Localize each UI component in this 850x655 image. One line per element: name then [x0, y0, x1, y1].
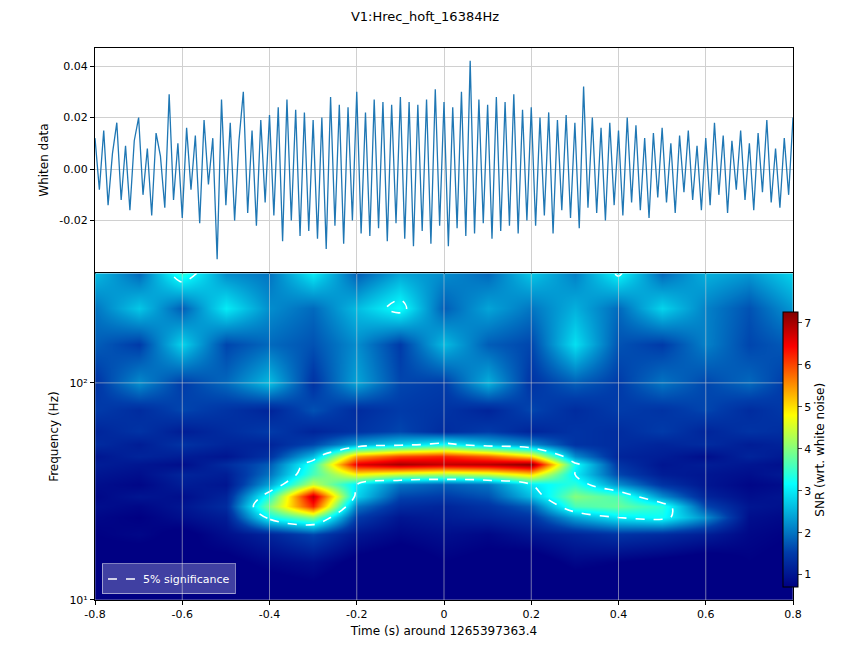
svg-text:0.8: 0.8 — [784, 608, 802, 621]
svg-text:4: 4 — [804, 443, 811, 456]
svg-text:-0.2: -0.2 — [346, 608, 367, 621]
svg-text:SNR (wrt. white noise): SNR (wrt. white noise) — [813, 383, 827, 517]
svg-text:0.4: 0.4 — [610, 608, 628, 621]
svg-text:Time (s) around 1265397363.4: Time (s) around 1265397363.4 — [350, 624, 537, 638]
svg-text:10¹: 10¹ — [69, 594, 87, 607]
svg-text:0: 0 — [441, 608, 448, 621]
svg-text:0.2: 0.2 — [523, 608, 541, 621]
svg-text:5: 5 — [804, 401, 811, 414]
svg-text:-0.02: -0.02 — [59, 214, 87, 227]
svg-text:5% significance: 5% significance — [143, 573, 229, 586]
svg-text:-0.4: -0.4 — [259, 608, 280, 621]
svg-text:-0.8: -0.8 — [84, 608, 105, 621]
svg-text:3: 3 — [804, 485, 811, 498]
svg-text:0.00: 0.00 — [63, 163, 88, 176]
svg-text:V1:Hrec_hoft_16384Hz: V1:Hrec_hoft_16384Hz — [351, 9, 499, 24]
svg-text:-0.6: -0.6 — [172, 608, 193, 621]
svg-text:2: 2 — [804, 527, 811, 540]
svg-text:0.6: 0.6 — [697, 608, 715, 621]
svg-text:7: 7 — [804, 317, 811, 330]
svg-text:1: 1 — [804, 568, 811, 581]
svg-text:0.02: 0.02 — [63, 111, 88, 124]
svg-text:10²: 10² — [69, 377, 87, 390]
svg-text:6: 6 — [804, 359, 811, 372]
svg-text:0.04: 0.04 — [63, 60, 88, 73]
svg-text:Whiten data: Whiten data — [37, 123, 51, 196]
svg-text:Frequency (Hz): Frequency (Hz) — [47, 391, 61, 482]
